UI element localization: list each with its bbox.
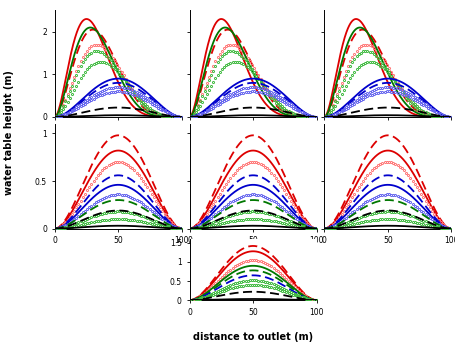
Text: distance to outlet (m): distance to outlet (m) — [192, 332, 313, 342]
Text: water table height (m): water table height (m) — [4, 70, 14, 195]
